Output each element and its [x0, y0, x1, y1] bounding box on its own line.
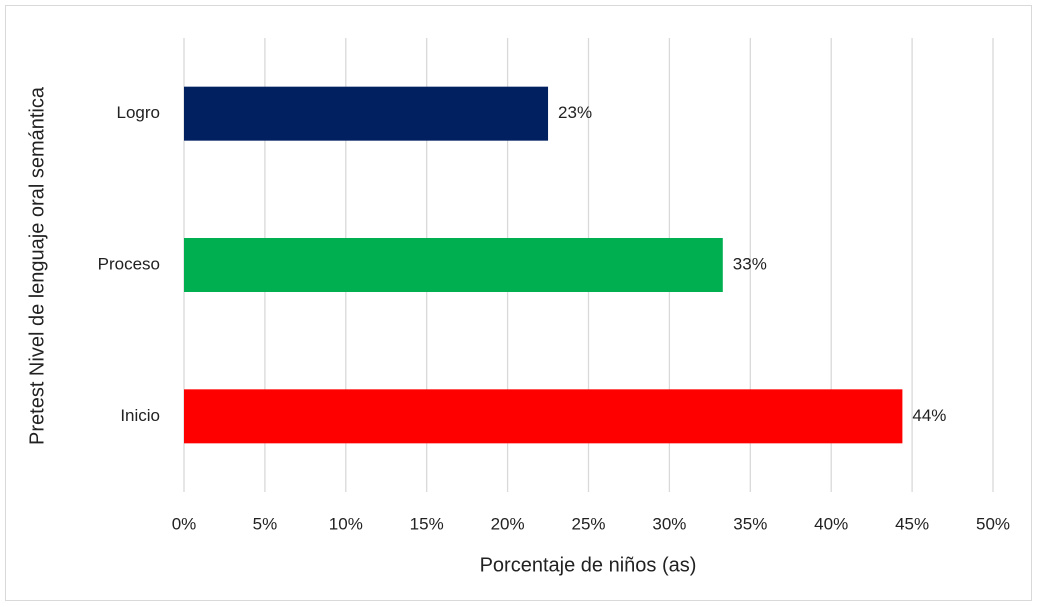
- data-label: 33%: [733, 254, 767, 273]
- data-label: 23%: [558, 103, 592, 122]
- x-tick-label: 30%: [652, 514, 686, 533]
- data-label: 44%: [912, 406, 946, 425]
- x-tick-label: 35%: [733, 514, 767, 533]
- bar: [184, 389, 903, 444]
- y-axis-title: Pretest Nivel de lenguaje oral semántica: [26, 86, 48, 445]
- bar: [184, 86, 549, 141]
- x-tick-label: 20%: [491, 514, 525, 533]
- x-tick-label: 15%: [410, 514, 444, 533]
- y-tick-label: Proceso: [98, 254, 160, 273]
- x-tick-label: 25%: [571, 514, 605, 533]
- x-axis-title: Porcentaje de niños (as): [480, 554, 697, 576]
- bar: [184, 238, 723, 292]
- y-tick-label: Logro: [117, 103, 160, 122]
- x-tick-label: 0%: [172, 514, 197, 533]
- x-tick-label: 10%: [329, 514, 363, 533]
- x-tick-label: 50%: [976, 514, 1010, 533]
- y-tick-label: Inicio: [120, 406, 160, 425]
- x-tick-label: 40%: [814, 514, 848, 533]
- x-tick-label: 45%: [895, 514, 929, 533]
- x-tick-label: 5%: [253, 514, 278, 533]
